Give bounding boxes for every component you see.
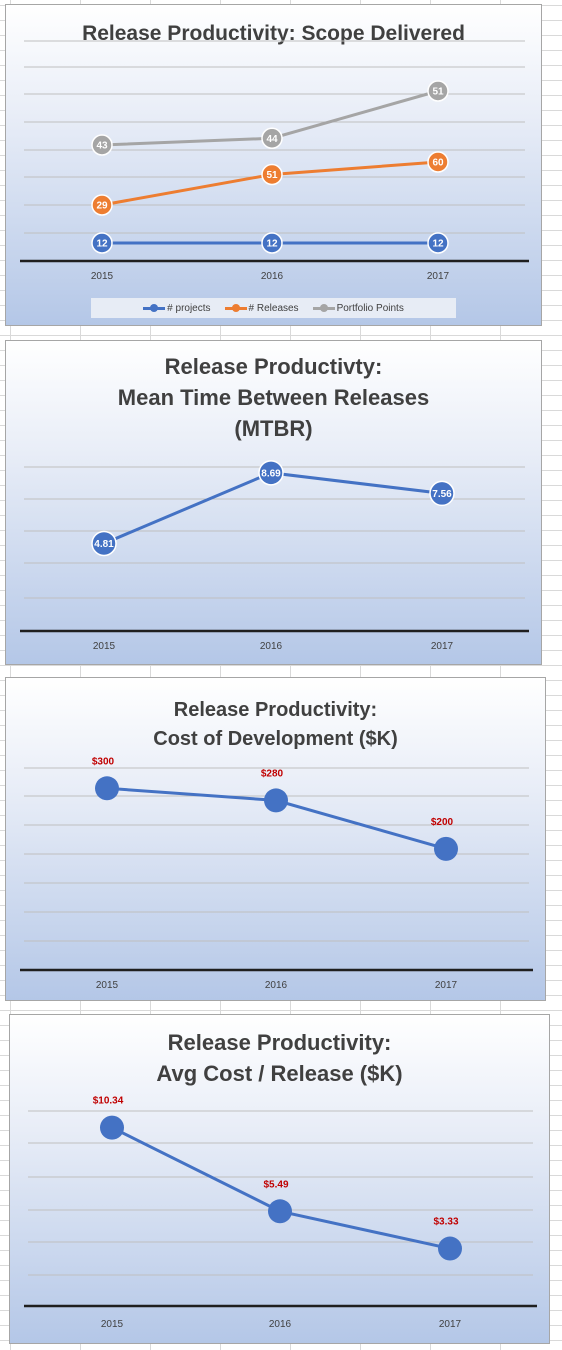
- data-point: [91, 134, 113, 156]
- data-point: [438, 1236, 462, 1261]
- data-label: 44: [266, 134, 278, 145]
- data-point: [261, 127, 283, 149]
- x-tick-label: 2016: [265, 980, 288, 991]
- chart-title: Release Productivity: Scope Delivered: [82, 22, 465, 45]
- legend-item-releases: # Releases: [224, 302, 299, 314]
- data-point: [264, 788, 288, 813]
- x-tick-label: 2017: [439, 1319, 462, 1330]
- data-label: $5.49: [263, 1179, 288, 1190]
- chart-plot: 2015 2016 2017 4.81 8.69 7.56: [20, 460, 529, 652]
- chart-title: Release Productivty: Mean Time Between R…: [117, 354, 430, 441]
- data-label: 51: [432, 87, 444, 98]
- data-label: 29: [96, 201, 108, 212]
- chart-mtbr[interactable]: Release Productivty: Mean Time Between R…: [5, 340, 542, 665]
- legend-swatch: [143, 303, 166, 312]
- x-tick-label: 2015: [93, 641, 116, 652]
- data-point: [261, 232, 283, 254]
- data-label: 7.56: [432, 489, 452, 500]
- data-label: 12: [266, 239, 278, 250]
- data-point: [258, 460, 284, 486]
- chart-cost-of-development[interactable]: Release Productivity: Cost of Developmen…: [5, 677, 546, 1001]
- data-label: $10.34: [93, 1096, 124, 1107]
- x-tick-label: 2016: [269, 1319, 292, 1330]
- chart-plot: 2015 2016 2017 12 12 12 29 51 60 43 44 51: [20, 40, 529, 282]
- data-label: 12: [432, 239, 444, 250]
- x-tick-label: 2015: [96, 980, 119, 991]
- data-point: [427, 232, 449, 254]
- data-label: 12: [96, 239, 108, 250]
- data-label: 8.69: [261, 468, 281, 479]
- chart-title: Release Productivity: Avg Cost / Release…: [156, 1030, 403, 1086]
- legend-item-projects: # projects: [143, 302, 211, 314]
- legend-label: # projects: [167, 302, 211, 314]
- chart-scope-delivered[interactable]: Release Productivity: Scope Delivered 20…: [5, 4, 542, 326]
- chart-plot: 2015 2016 2017 $300 $280 $200: [20, 756, 533, 991]
- data-point: [268, 1199, 292, 1224]
- x-tick-label: 2015: [91, 271, 114, 282]
- data-label: $3.33: [433, 1217, 458, 1228]
- data-point: [434, 836, 458, 861]
- legend-item-portfolio-points: Portfolio Points: [312, 302, 404, 314]
- data-label: $280: [261, 768, 284, 779]
- data-label: $300: [92, 756, 115, 767]
- data-label: 4.81: [94, 539, 114, 550]
- x-tick-label: 2017: [427, 271, 450, 282]
- data-point: [100, 1115, 124, 1140]
- legend-swatch: [312, 303, 335, 312]
- x-tick-label: 2015: [101, 1319, 124, 1330]
- data-point: [91, 194, 113, 216]
- x-tick-label: 2016: [261, 271, 284, 282]
- data-point: [427, 80, 449, 102]
- legend-swatch: [224, 303, 247, 312]
- chart-plot: 2015 2016 2017 $10.34 $5.49 $3.33: [24, 1096, 537, 1330]
- data-point: [91, 530, 117, 557]
- legend-label: # Releases: [248, 302, 299, 314]
- legend-label: Portfolio Points: [336, 302, 404, 314]
- data-point: [261, 163, 283, 186]
- chart-title: Release Productivity: Cost of Developmen…: [153, 699, 398, 750]
- data-point: [427, 151, 449, 173]
- chart-avg-cost-per-release[interactable]: Release Productivity: Avg Cost / Release…: [9, 1014, 550, 1344]
- data-point: [429, 480, 455, 507]
- data-label: 51: [266, 170, 278, 181]
- x-tick-label: 2017: [435, 980, 458, 991]
- data-label: 43: [96, 141, 108, 152]
- data-point: [95, 776, 119, 801]
- x-tick-label: 2017: [431, 641, 454, 652]
- data-label: 60: [432, 158, 444, 169]
- chart-legend: # projects # Releases Portfolio Points: [91, 298, 456, 318]
- data-label: $200: [431, 817, 454, 828]
- x-tick-label: 2016: [260, 641, 283, 652]
- data-point: [91, 232, 113, 254]
